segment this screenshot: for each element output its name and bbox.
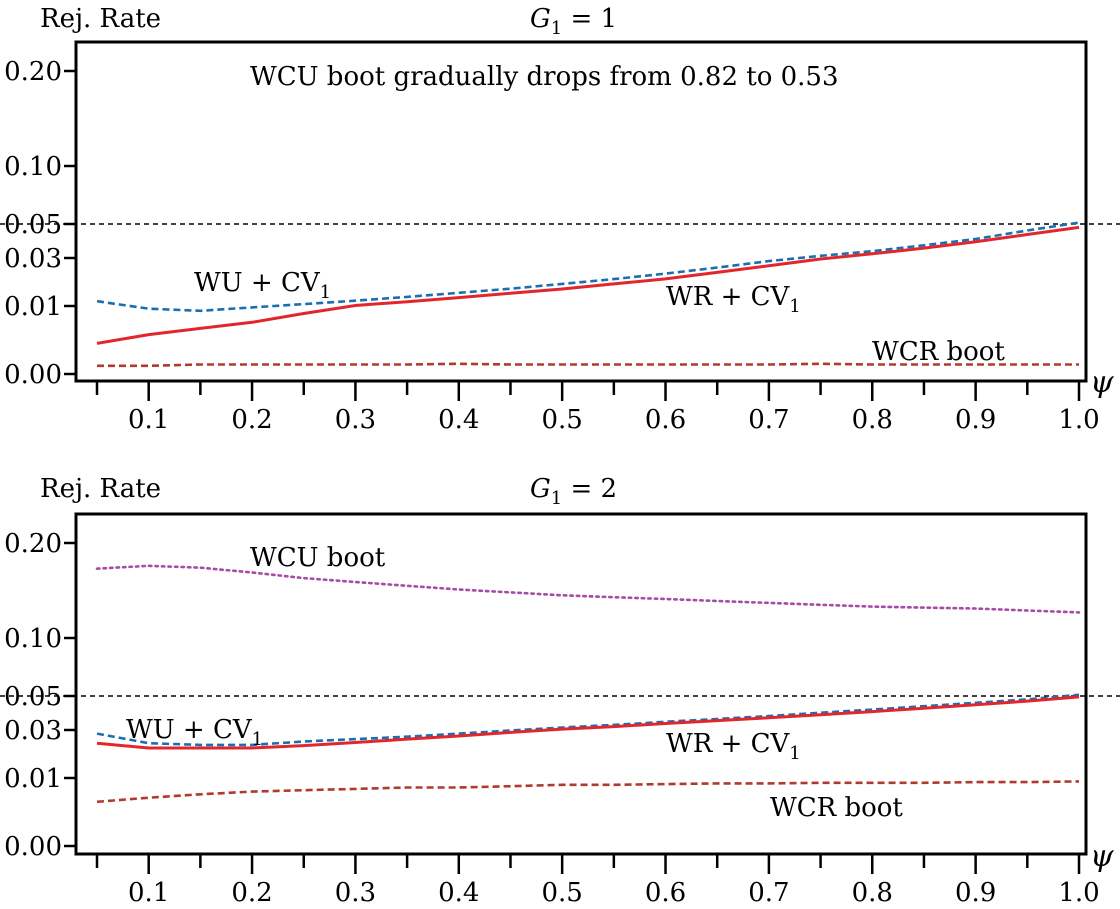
x-tick-label: 0.2 — [231, 878, 272, 908]
x-tick-label: 0.8 — [852, 405, 893, 435]
x-tick-label: 1.0 — [1058, 878, 1099, 908]
x-tick-label: 0.2 — [231, 405, 272, 435]
plot-frame — [74, 40, 1088, 383]
x-tick-label: 0.4 — [438, 878, 479, 908]
y-tick-label: 0.10 — [4, 624, 62, 654]
x-axis: 0.1 0.2 0.3 0.4 0.5 0.6 0.7 0.8 0.9 1.0 — [93, 852, 1100, 908]
x-tick-label: 0.4 — [438, 405, 479, 435]
label-wcr: WCR boot — [872, 337, 1005, 367]
title-sub: 1 — [551, 18, 562, 39]
x-axis: 0.1 0.2 0.3 0.4 0.5 0.6 0.7 0.8 0.9 1.0 — [93, 379, 1100, 435]
x-tick-label: 0.3 — [335, 878, 376, 908]
title-main: G — [530, 474, 551, 504]
y-tick-label: 0.20 — [4, 529, 62, 559]
x-axis-label: ψ — [1090, 839, 1114, 874]
y-tick-label: 0.20 — [4, 57, 62, 87]
y-tick-label: 0.05 — [4, 682, 62, 712]
y-tick-label: 0.03 — [4, 716, 62, 746]
label-wu: WU + CV1 — [126, 715, 263, 750]
x-tick-label: 0.9 — [955, 878, 996, 908]
title-sub: 1 — [551, 488, 562, 509]
ylabel: Rej. Rate — [40, 4, 161, 34]
y-axis: 0.00 0.01 0.03 0.05 0.10 0.20 — [4, 529, 76, 862]
x-tick-label: 0.6 — [645, 878, 686, 908]
x-tick-label: 1.0 — [1058, 405, 1099, 435]
label-wr: WR + CV1 — [666, 729, 801, 764]
chart-title: G1 = 1 — [530, 4, 617, 39]
series-line-wcr-boot — [97, 362, 1079, 368]
series-layer — [96, 221, 1080, 368]
y-axis: 0.00 0.01 0.03 0.05 0.10 0.20 — [4, 57, 76, 390]
chart-title: G1 = 2 — [530, 474, 617, 509]
x-tick-label: 0.5 — [541, 878, 582, 908]
x-tick-label: 0.7 — [748, 878, 789, 908]
plot-frame — [74, 512, 1088, 856]
label-wcu: WCU boot — [250, 543, 386, 573]
x-tick-label: 0.8 — [852, 878, 893, 908]
series-line-wcu-boot — [95, 564, 1081, 614]
ylabel: Rej. Rate — [40, 474, 161, 504]
x-tick-label: 0.3 — [335, 405, 376, 435]
x-tick-label: 0.7 — [748, 405, 789, 435]
y-tick-label: 0.00 — [4, 360, 62, 390]
series-layer — [95, 564, 1081, 804]
series-line-wu-cv1 — [96, 693, 1080, 747]
y-tick-label: 0.01 — [4, 764, 62, 794]
x-tick-label: 0.1 — [128, 405, 169, 435]
x-tick-label: 0.6 — [645, 405, 686, 435]
y-tick-label: 0.10 — [4, 152, 62, 182]
x-tick-label: 0.9 — [955, 405, 996, 435]
chart-panel-bottom: Rej. Rate G1 = 2 0.00 0.01 0.03 0.05 0.10 0.2… — [0, 474, 1120, 908]
series-line-wcr-boot — [96, 780, 1080, 804]
x-tick-label: 0.5 — [541, 405, 582, 435]
x-axis-label: ψ — [1090, 365, 1114, 400]
title-rest: = 2 — [562, 474, 617, 504]
label-wu: WU + CV1 — [194, 268, 331, 303]
y-tick-label: 0.05 — [4, 210, 62, 240]
chart-panel-top: Rej. Rate G1 = 1 0.00 0.01 0.03 0.05 0.10 0.2… — [0, 4, 1120, 435]
x-tick-label: 0.1 — [128, 878, 169, 908]
y-tick-label: 0.00 — [4, 832, 62, 862]
title-rest: = 1 — [562, 4, 617, 34]
title-main: G — [530, 4, 551, 34]
y-tick-label: 0.01 — [4, 292, 62, 322]
label-wcr: WCR boot — [770, 793, 903, 823]
series-line-wr-cv1 — [96, 225, 1080, 345]
label-wr: WR + CV1 — [666, 282, 801, 317]
y-tick-label: 0.03 — [4, 244, 62, 274]
series-line-wr-cv1 — [96, 695, 1080, 750]
annotation-top-note: WCU boot gradually drops from 0.82 to 0.… — [250, 62, 839, 92]
